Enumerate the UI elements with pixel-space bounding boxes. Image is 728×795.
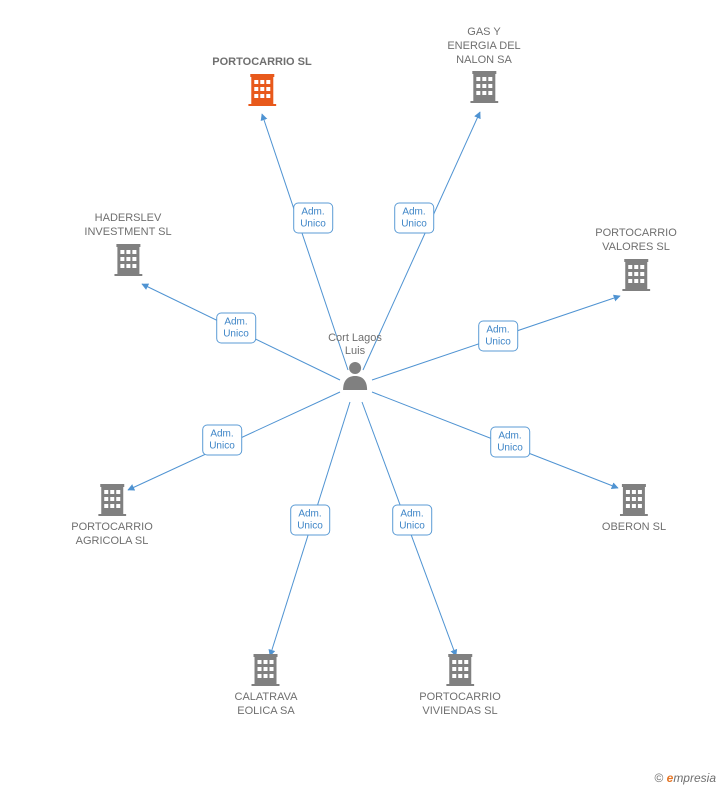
center-person: Cort Lagos Luis bbox=[328, 332, 382, 395]
company-label: PORTOCARRIO VIVIENDAS SL bbox=[419, 691, 501, 719]
company-node-portocarrio-agricola: PORTOCARRIO AGRICOLA SL bbox=[71, 480, 153, 549]
company-node-portocarrio-viviendas: PORTOCARRIO VIVIENDAS SL bbox=[419, 650, 501, 719]
edge-label: Adm. Unico bbox=[290, 505, 330, 536]
company-label: OBERON SL bbox=[602, 521, 666, 535]
building-icon bbox=[212, 74, 311, 111]
building-icon bbox=[595, 259, 677, 296]
company-node-haderslev: HADERSLEV INVESTMENT SL bbox=[84, 212, 171, 281]
company-node-gas-energia: GAS Y ENERGIA DEL NALON SA bbox=[447, 26, 520, 108]
edge-label: Adm. Unico bbox=[216, 313, 256, 344]
copyright: © empresia bbox=[654, 771, 716, 785]
company-node-oberon: OBERON SL bbox=[602, 480, 666, 535]
edges-layer bbox=[0, 0, 728, 795]
building-icon bbox=[419, 654, 501, 691]
building-icon bbox=[71, 484, 153, 521]
company-label: HADERSLEV INVESTMENT SL bbox=[84, 212, 171, 240]
edge-label: Adm. Unico bbox=[202, 425, 242, 456]
company-label: CALATRAVA EOLICA SA bbox=[235, 691, 298, 719]
copyright-symbol: © bbox=[654, 771, 663, 785]
building-icon bbox=[84, 244, 171, 281]
company-node-calatrava: CALATRAVA EOLICA SA bbox=[235, 650, 298, 719]
diagram-canvas: PORTOCARRIO SL GAS Y ENERGIA DEL NALON S… bbox=[0, 0, 728, 795]
company-label: PORTOCARRIO VALORES SL bbox=[595, 227, 677, 255]
edge-label: Adm. Unico bbox=[490, 427, 530, 458]
person-icon bbox=[328, 360, 382, 395]
edge-label: Adm. Unico bbox=[478, 321, 518, 352]
company-label: PORTOCARRIO SL bbox=[212, 56, 311, 70]
center-label: Cort Lagos Luis bbox=[328, 332, 382, 358]
building-icon bbox=[235, 654, 298, 691]
building-icon bbox=[447, 71, 520, 108]
brand-rest: mpresia bbox=[673, 771, 716, 785]
company-label: PORTOCARRIO AGRICOLA SL bbox=[71, 521, 153, 549]
building-icon bbox=[602, 484, 666, 521]
company-label: GAS Y ENERGIA DEL NALON SA bbox=[447, 26, 520, 67]
edge-label: Adm. Unico bbox=[392, 505, 432, 536]
edge-label: Adm. Unico bbox=[293, 203, 333, 234]
company-node-portocarrio-sl: PORTOCARRIO SL bbox=[212, 56, 311, 111]
company-node-portocarrio-valores: PORTOCARRIO VALORES SL bbox=[595, 227, 677, 296]
edge-label: Adm. Unico bbox=[394, 203, 434, 234]
